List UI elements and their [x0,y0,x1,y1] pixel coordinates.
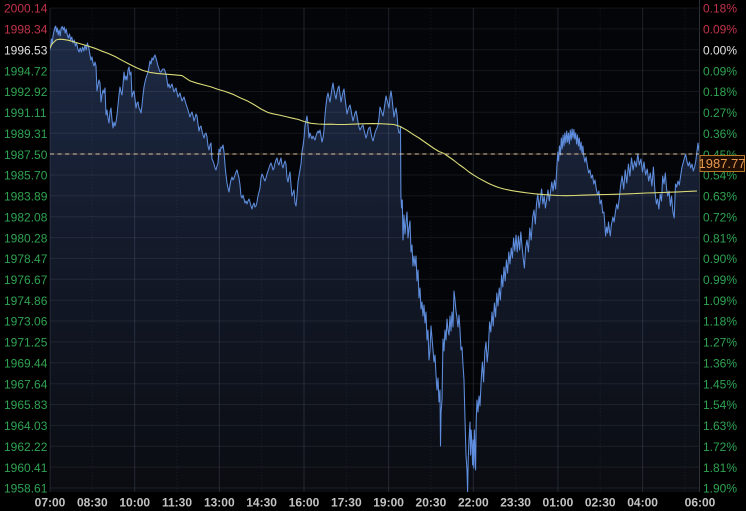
svg-text:1.54%: 1.54% [703,398,737,412]
svg-text:1962.22: 1962.22 [4,440,48,454]
svg-text:2000.14: 2000.14 [4,2,48,16]
svg-text:0.99%: 0.99% [703,273,737,287]
svg-text:10:00: 10:00 [119,496,150,510]
svg-text:16:00: 16:00 [289,496,320,510]
svg-text:1983.89: 1983.89 [4,189,48,203]
svg-text:0.36%: 0.36% [703,127,737,141]
svg-text:20:30: 20:30 [416,496,447,510]
svg-text:1994.72: 1994.72 [4,64,48,78]
svg-text:1.63%: 1.63% [703,419,737,433]
svg-text:1.27%: 1.27% [703,336,737,350]
svg-text:0.81%: 0.81% [703,231,737,245]
svg-text:06:00: 06:00 [685,496,716,510]
svg-text:17:30: 17:30 [331,496,362,510]
svg-text:1.36%: 1.36% [703,356,737,370]
svg-text:1958.61: 1958.61 [4,482,48,496]
svg-text:08:30: 08:30 [77,496,108,510]
svg-text:1976.67: 1976.67 [4,273,48,287]
svg-text:04:00: 04:00 [627,496,658,510]
svg-text:0.27%: 0.27% [703,106,737,120]
svg-text:19:00: 19:00 [373,496,404,510]
svg-text:1965.83: 1965.83 [4,398,48,412]
svg-text:1991.11: 1991.11 [4,106,47,120]
svg-text:1974.86: 1974.86 [4,294,48,308]
svg-text:14:30: 14:30 [246,496,277,510]
svg-text:02:30: 02:30 [585,496,616,510]
svg-text:1987.77: 1987.77 [699,156,746,171]
svg-text:1.09%: 1.09% [703,294,737,308]
svg-text:1967.64: 1967.64 [4,377,48,391]
svg-text:23:30: 23:30 [500,496,531,510]
svg-text:1.90%: 1.90% [703,482,737,496]
svg-text:1987.50: 1987.50 [4,148,48,162]
svg-text:0.18%: 0.18% [703,2,737,16]
svg-text:1992.92: 1992.92 [4,85,48,99]
svg-text:1964.03: 1964.03 [4,419,48,433]
svg-text:1971.25: 1971.25 [4,336,48,350]
svg-text:0.09%: 0.09% [703,23,737,37]
svg-text:1978.47: 1978.47 [4,252,48,266]
svg-text:22:00: 22:00 [458,496,489,510]
svg-text:1989.31: 1989.31 [4,127,48,141]
svg-text:0.09%: 0.09% [703,64,737,78]
svg-text:1.72%: 1.72% [703,440,737,454]
svg-text:01:00: 01:00 [543,496,574,510]
svg-text:0.54%: 0.54% [703,169,737,183]
svg-text:1960.41: 1960.41 [4,461,48,475]
svg-text:1973.06: 1973.06 [4,315,48,329]
svg-text:1996.53: 1996.53 [4,43,48,57]
svg-text:1982.08: 1982.08 [4,210,48,224]
svg-text:1980.28: 1980.28 [4,231,48,245]
svg-text:07:00: 07:00 [35,496,66,510]
svg-text:0.63%: 0.63% [703,189,737,203]
svg-text:1985.70: 1985.70 [4,169,48,183]
svg-text:0.72%: 0.72% [703,210,737,224]
svg-text:1.18%: 1.18% [703,315,737,329]
svg-text:11:30: 11:30 [162,496,192,510]
svg-text:1969.44: 1969.44 [4,356,48,370]
svg-text:0.18%: 0.18% [703,85,737,99]
svg-text:1.45%: 1.45% [703,377,737,391]
svg-text:1998.34: 1998.34 [4,23,48,37]
svg-text:0.00%: 0.00% [703,43,737,57]
svg-text:1.81%: 1.81% [703,461,737,475]
svg-text:13:00: 13:00 [204,496,235,510]
svg-text:0.90%: 0.90% [703,252,737,266]
